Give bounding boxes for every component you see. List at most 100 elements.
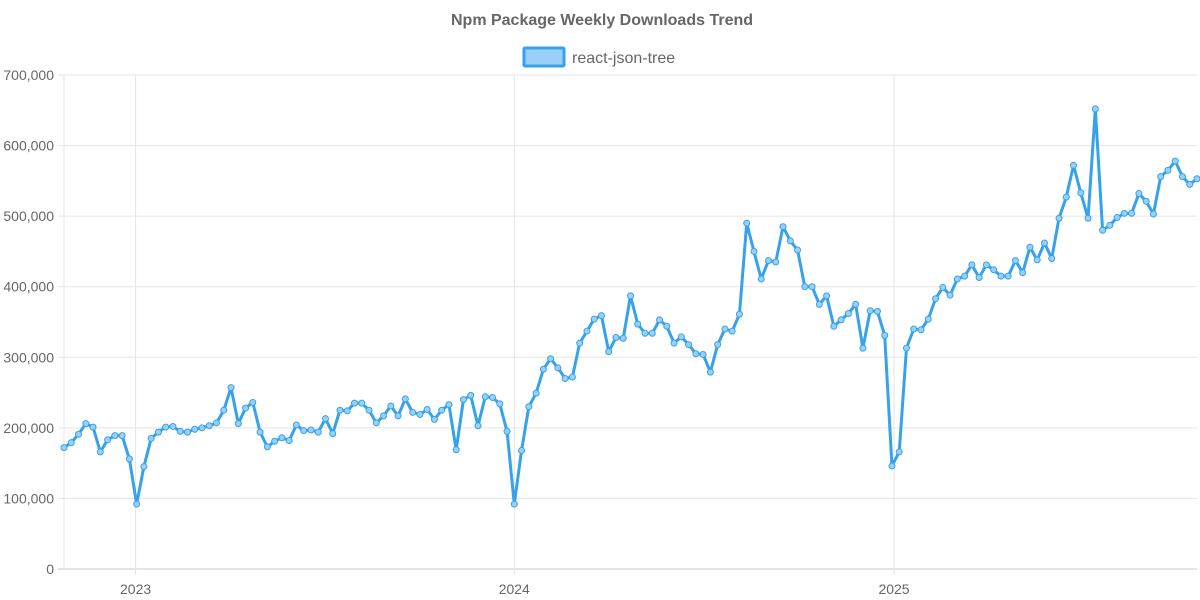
data-point[interactable] (169, 422, 177, 430)
data-point[interactable] (656, 316, 664, 324)
data-point[interactable] (953, 275, 961, 283)
data-point[interactable] (975, 274, 983, 282)
legend[interactable]: react-json-tree (522, 46, 675, 68)
data-point[interactable] (728, 327, 736, 335)
data-point[interactable] (409, 408, 417, 416)
data-point[interactable] (692, 350, 700, 358)
data-point[interactable] (503, 427, 511, 435)
data-point[interactable] (634, 320, 642, 328)
data-point[interactable] (895, 448, 903, 456)
data-point[interactable] (205, 422, 213, 430)
data-point[interactable] (1135, 190, 1143, 198)
data-point[interactable] (823, 292, 831, 300)
data-point[interactable] (641, 329, 649, 337)
data-point[interactable] (1033, 256, 1041, 264)
data-point[interactable] (1099, 226, 1107, 234)
data-point[interactable] (518, 446, 526, 454)
data-point[interactable] (1142, 197, 1150, 205)
data-point[interactable] (721, 325, 729, 333)
data-point[interactable] (997, 272, 1005, 280)
data-point[interactable] (118, 432, 126, 440)
data-point[interactable] (706, 368, 714, 376)
data-point[interactable] (1026, 243, 1034, 251)
data-point[interactable] (1004, 272, 1012, 280)
data-point[interactable] (1048, 254, 1056, 262)
data-point[interactable] (213, 419, 221, 427)
data-point[interactable] (844, 310, 852, 318)
data-point[interactable] (743, 219, 751, 227)
data-point[interactable] (481, 393, 489, 401)
data-point[interactable] (917, 326, 925, 334)
data-point[interactable] (1171, 157, 1179, 165)
data-point[interactable] (1019, 269, 1027, 277)
data-point[interactable] (489, 394, 497, 402)
data-point[interactable] (1164, 166, 1172, 174)
data-point[interactable] (321, 415, 329, 423)
data-point[interactable] (133, 500, 141, 508)
data-point[interactable] (271, 437, 279, 445)
data-point[interactable] (866, 307, 874, 315)
data-point[interactable] (873, 307, 881, 315)
data-point[interactable] (292, 421, 300, 429)
data-point[interactable] (191, 425, 199, 433)
data-point[interactable] (198, 424, 206, 432)
data-point[interactable] (67, 439, 75, 447)
data-point[interactable] (234, 420, 242, 428)
data-point[interactable] (612, 334, 620, 342)
data-point[interactable] (663, 322, 671, 330)
data-point[interactable] (990, 266, 998, 274)
data-point[interactable] (220, 406, 228, 414)
data-point[interactable] (685, 341, 693, 349)
data-point[interactable] (249, 398, 257, 406)
data-point[interactable] (372, 419, 380, 427)
data-point[interactable] (554, 364, 562, 372)
data-point[interactable] (808, 283, 816, 291)
data-point[interactable] (147, 434, 155, 442)
data-point[interactable] (750, 247, 758, 255)
data-point[interactable] (1062, 193, 1070, 201)
data-point[interactable] (764, 257, 772, 265)
data-point[interactable] (583, 327, 591, 335)
data-point[interactable] (648, 329, 656, 337)
data-point[interactable] (561, 374, 569, 382)
data-point[interactable] (387, 402, 395, 410)
data-point[interactable] (532, 389, 540, 397)
data-point[interactable] (430, 415, 438, 423)
data-point[interactable] (459, 396, 467, 404)
data-point[interactable] (830, 322, 838, 330)
data-point[interactable] (568, 373, 576, 381)
data-point[interactable] (1128, 209, 1136, 217)
data-point[interactable] (60, 444, 68, 452)
data-point[interactable] (104, 436, 112, 444)
data-point[interactable] (140, 463, 148, 471)
data-point[interactable] (351, 399, 359, 407)
data-point[interactable] (714, 341, 722, 349)
data-point[interactable] (1077, 189, 1085, 197)
data-point[interactable] (794, 246, 802, 254)
data-point[interactable] (627, 292, 634, 300)
data-point[interactable] (597, 312, 605, 320)
data-point[interactable] (1149, 210, 1157, 218)
data-point[interactable] (423, 406, 431, 414)
data-point[interactable] (510, 500, 518, 508)
data-point[interactable] (605, 348, 613, 356)
data-point[interactable] (307, 426, 315, 434)
data-point[interactable] (852, 300, 860, 308)
data-point[interactable] (445, 401, 453, 409)
data-point[interactable] (902, 344, 910, 352)
data-point[interactable] (416, 410, 424, 418)
data-point[interactable] (452, 446, 460, 454)
data-point[interactable] (1157, 173, 1165, 181)
data-point[interactable] (75, 430, 83, 438)
data-point[interactable] (888, 462, 896, 470)
data-point[interactable] (735, 310, 743, 318)
data-point[interactable] (1186, 180, 1194, 188)
data-point[interactable] (394, 412, 402, 420)
data-point[interactable] (1070, 161, 1078, 169)
data-point[interactable] (89, 423, 97, 431)
data-point[interactable] (162, 423, 170, 431)
data-point[interactable] (932, 295, 940, 303)
data-point[interactable] (1106, 221, 1114, 229)
data-point[interactable] (314, 428, 322, 436)
data-point[interactable] (590, 315, 598, 323)
